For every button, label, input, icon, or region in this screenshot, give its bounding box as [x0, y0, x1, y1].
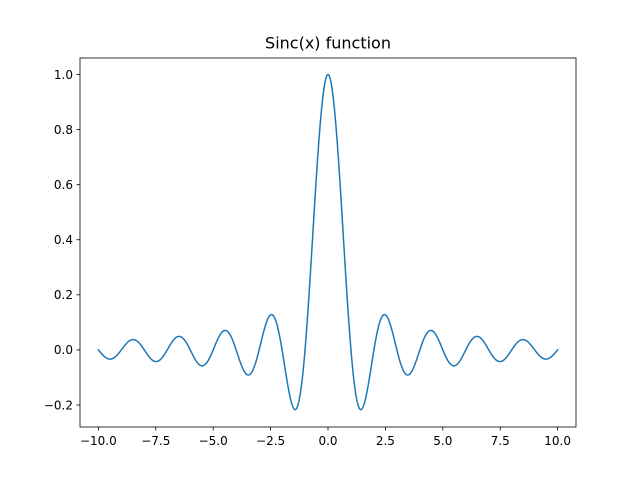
series-line-0: [97, 73, 559, 411]
axes-frame: [79, 57, 577, 428]
y-tick-label: 1.0: [54, 68, 73, 82]
plot-area: [97, 73, 559, 411]
chart-title: Sinc(x) function: [265, 34, 391, 53]
y-tick-label: −0.2: [44, 398, 73, 412]
y-tick-label: 0.6: [54, 178, 73, 192]
y-tick-label: 0.2: [54, 288, 73, 302]
y-tick-label: 0.0: [54, 343, 73, 357]
x-tick-label: 2.5: [376, 434, 395, 448]
x-tick-label: −2.5: [256, 434, 285, 448]
x-tick-label: −5.0: [199, 434, 228, 448]
x-tick-label: −10.0: [80, 434, 117, 448]
x-axis: −10.0 −7.5 −5.0 −2.5 0.0 2.5 5.0 7.5 10.0: [80, 427, 571, 448]
x-tick-label: 5.0: [433, 434, 452, 448]
x-tick-label: 7.5: [491, 434, 510, 448]
x-tick-label: −7.5: [141, 434, 170, 448]
x-tick-label: 10.0: [544, 434, 571, 448]
y-tick-label: 0.8: [54, 123, 73, 137]
y-tick-label: 0.4: [54, 233, 73, 247]
x-tick-label: 0.0: [318, 434, 337, 448]
y-axis: −0.2 0.0 0.2 0.4 0.6 0.8 1.0: [44, 68, 80, 412]
